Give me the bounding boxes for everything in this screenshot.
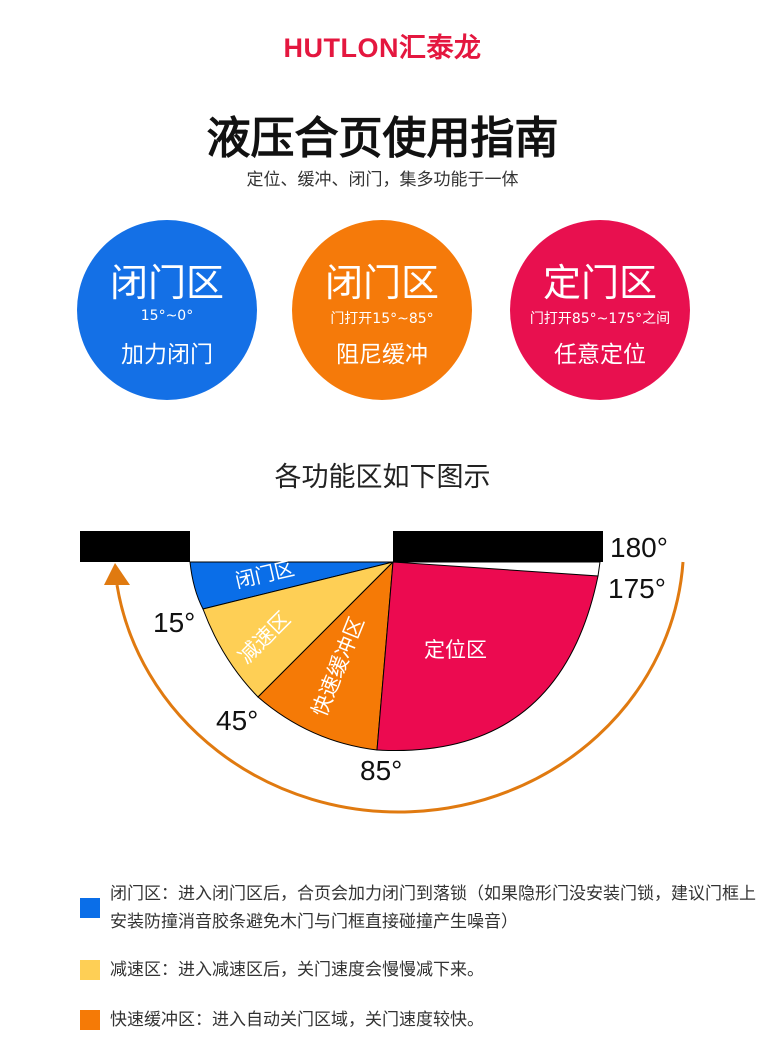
legend-text: 减速区：进入减速区后，关门速度会慢慢减下来。 — [110, 960, 484, 980]
circle-desc: 阻尼缓冲 — [336, 342, 428, 368]
closing-direction-arrow — [115, 561, 685, 814]
legend-text: 闭门区：进入闭门区后，合页会加力闭门到落锁（如果隐形门没安装门锁，建议门框上安装… — [110, 884, 756, 932]
angle-label-15: 15° — [153, 607, 195, 638]
circle-range: 门打开85°~175°之间 — [529, 311, 671, 327]
angle-label-180: 180° — [610, 532, 668, 563]
page-subtitle: 定位、缓冲、闭门，集多功能于一体 — [246, 170, 519, 190]
legend-swatch — [80, 1010, 100, 1030]
legend-swatch — [80, 898, 100, 918]
feature-circle-closing: 闭门区 15°~0° 加力闭门 — [77, 220, 257, 400]
door-frame-left — [80, 531, 190, 562]
zone-fast-buffer — [257, 560, 394, 751]
legend-text: 快速缓冲区：进入自动关门区域，关门速度较快。 — [110, 1010, 484, 1030]
legend-swatch — [80, 960, 100, 980]
diagram-heading: 各功能区如下图示 — [274, 462, 491, 493]
angle-label-85: 85° — [360, 755, 402, 786]
circle-range: 门打开15°~85° — [330, 311, 434, 327]
circle-title: 定门区 — [542, 261, 657, 305]
circle-range: 15°~0° — [140, 308, 194, 324]
zone-deceleration — [202, 561, 395, 698]
angle-label-45: 45° — [216, 705, 258, 736]
circle-desc: 加力闭门 — [121, 342, 213, 368]
feature-circle-positioning: 定门区 门打开85°~175°之间 任意定位 — [510, 220, 690, 400]
arrow-head-icon — [104, 563, 130, 585]
page-title: 液压合页使用指南 — [206, 113, 559, 164]
zone-positioning — [376, 561, 599, 752]
circle-title: 闭门区 — [109, 261, 224, 305]
brand-logo: HUTLON汇泰龙 — [283, 33, 482, 63]
door-frame-right — [393, 531, 603, 562]
zone-label-positioning: 定位区 — [424, 638, 487, 662]
circle-title: 闭门区 — [324, 261, 439, 305]
feature-circle-damping: 闭门区 门打开15°~85° 阻尼缓冲 — [292, 220, 472, 400]
angle-label-175: 175° — [608, 573, 666, 604]
circle-desc: 任意定位 — [554, 342, 646, 368]
